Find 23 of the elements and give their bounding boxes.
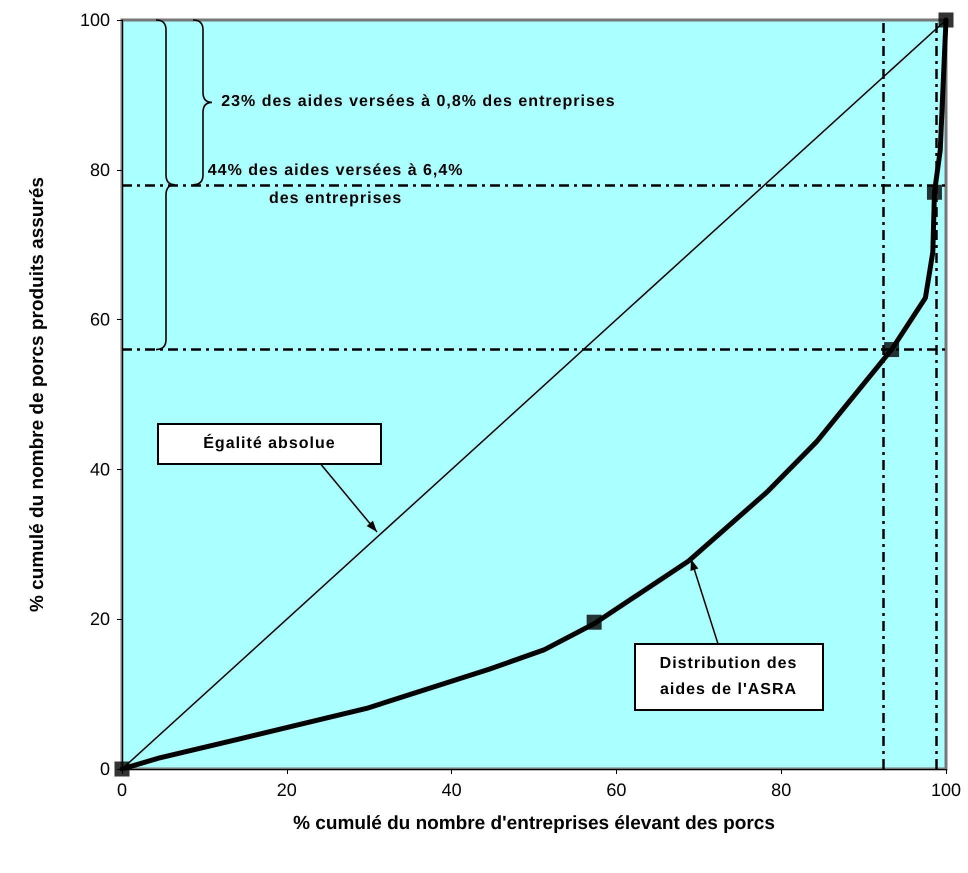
x-tick-label: 20 xyxy=(276,780,297,800)
point xyxy=(938,12,954,28)
annotation: 44% des aides versées à 6,4% des entreprises xyxy=(206,160,464,209)
point xyxy=(884,342,900,358)
y-tick-label: 100 xyxy=(80,10,110,30)
x-tick-label: 80 xyxy=(771,780,792,800)
y-tick-label: 20 xyxy=(90,609,110,630)
callout-box: Distribution des aides de l'ASRA xyxy=(634,643,824,712)
callout-box: Égalité absolue xyxy=(156,423,382,466)
y-tick-label: 80 xyxy=(90,160,110,180)
point xyxy=(114,762,130,776)
point xyxy=(586,614,602,630)
point xyxy=(926,184,942,200)
x-tick-label: 100 xyxy=(930,780,962,800)
y-tick-label: 40 xyxy=(90,459,110,480)
y-tick-label: 0 xyxy=(100,759,110,779)
y-axis-title: % cumulé du nombre de porcs produits assurés xyxy=(27,177,48,612)
x-axis-title: % cumulé du nombre d'entreprises élevant des porcs xyxy=(293,813,775,834)
y-tick-label: 60 xyxy=(90,310,110,330)
x-tick-label: 60 xyxy=(606,780,626,800)
x-tick-label: 40 xyxy=(442,780,462,800)
annotation: 23% des aides versées à 0,8% des entreprises xyxy=(221,92,617,112)
x-tick-label: 0 xyxy=(116,780,128,800)
